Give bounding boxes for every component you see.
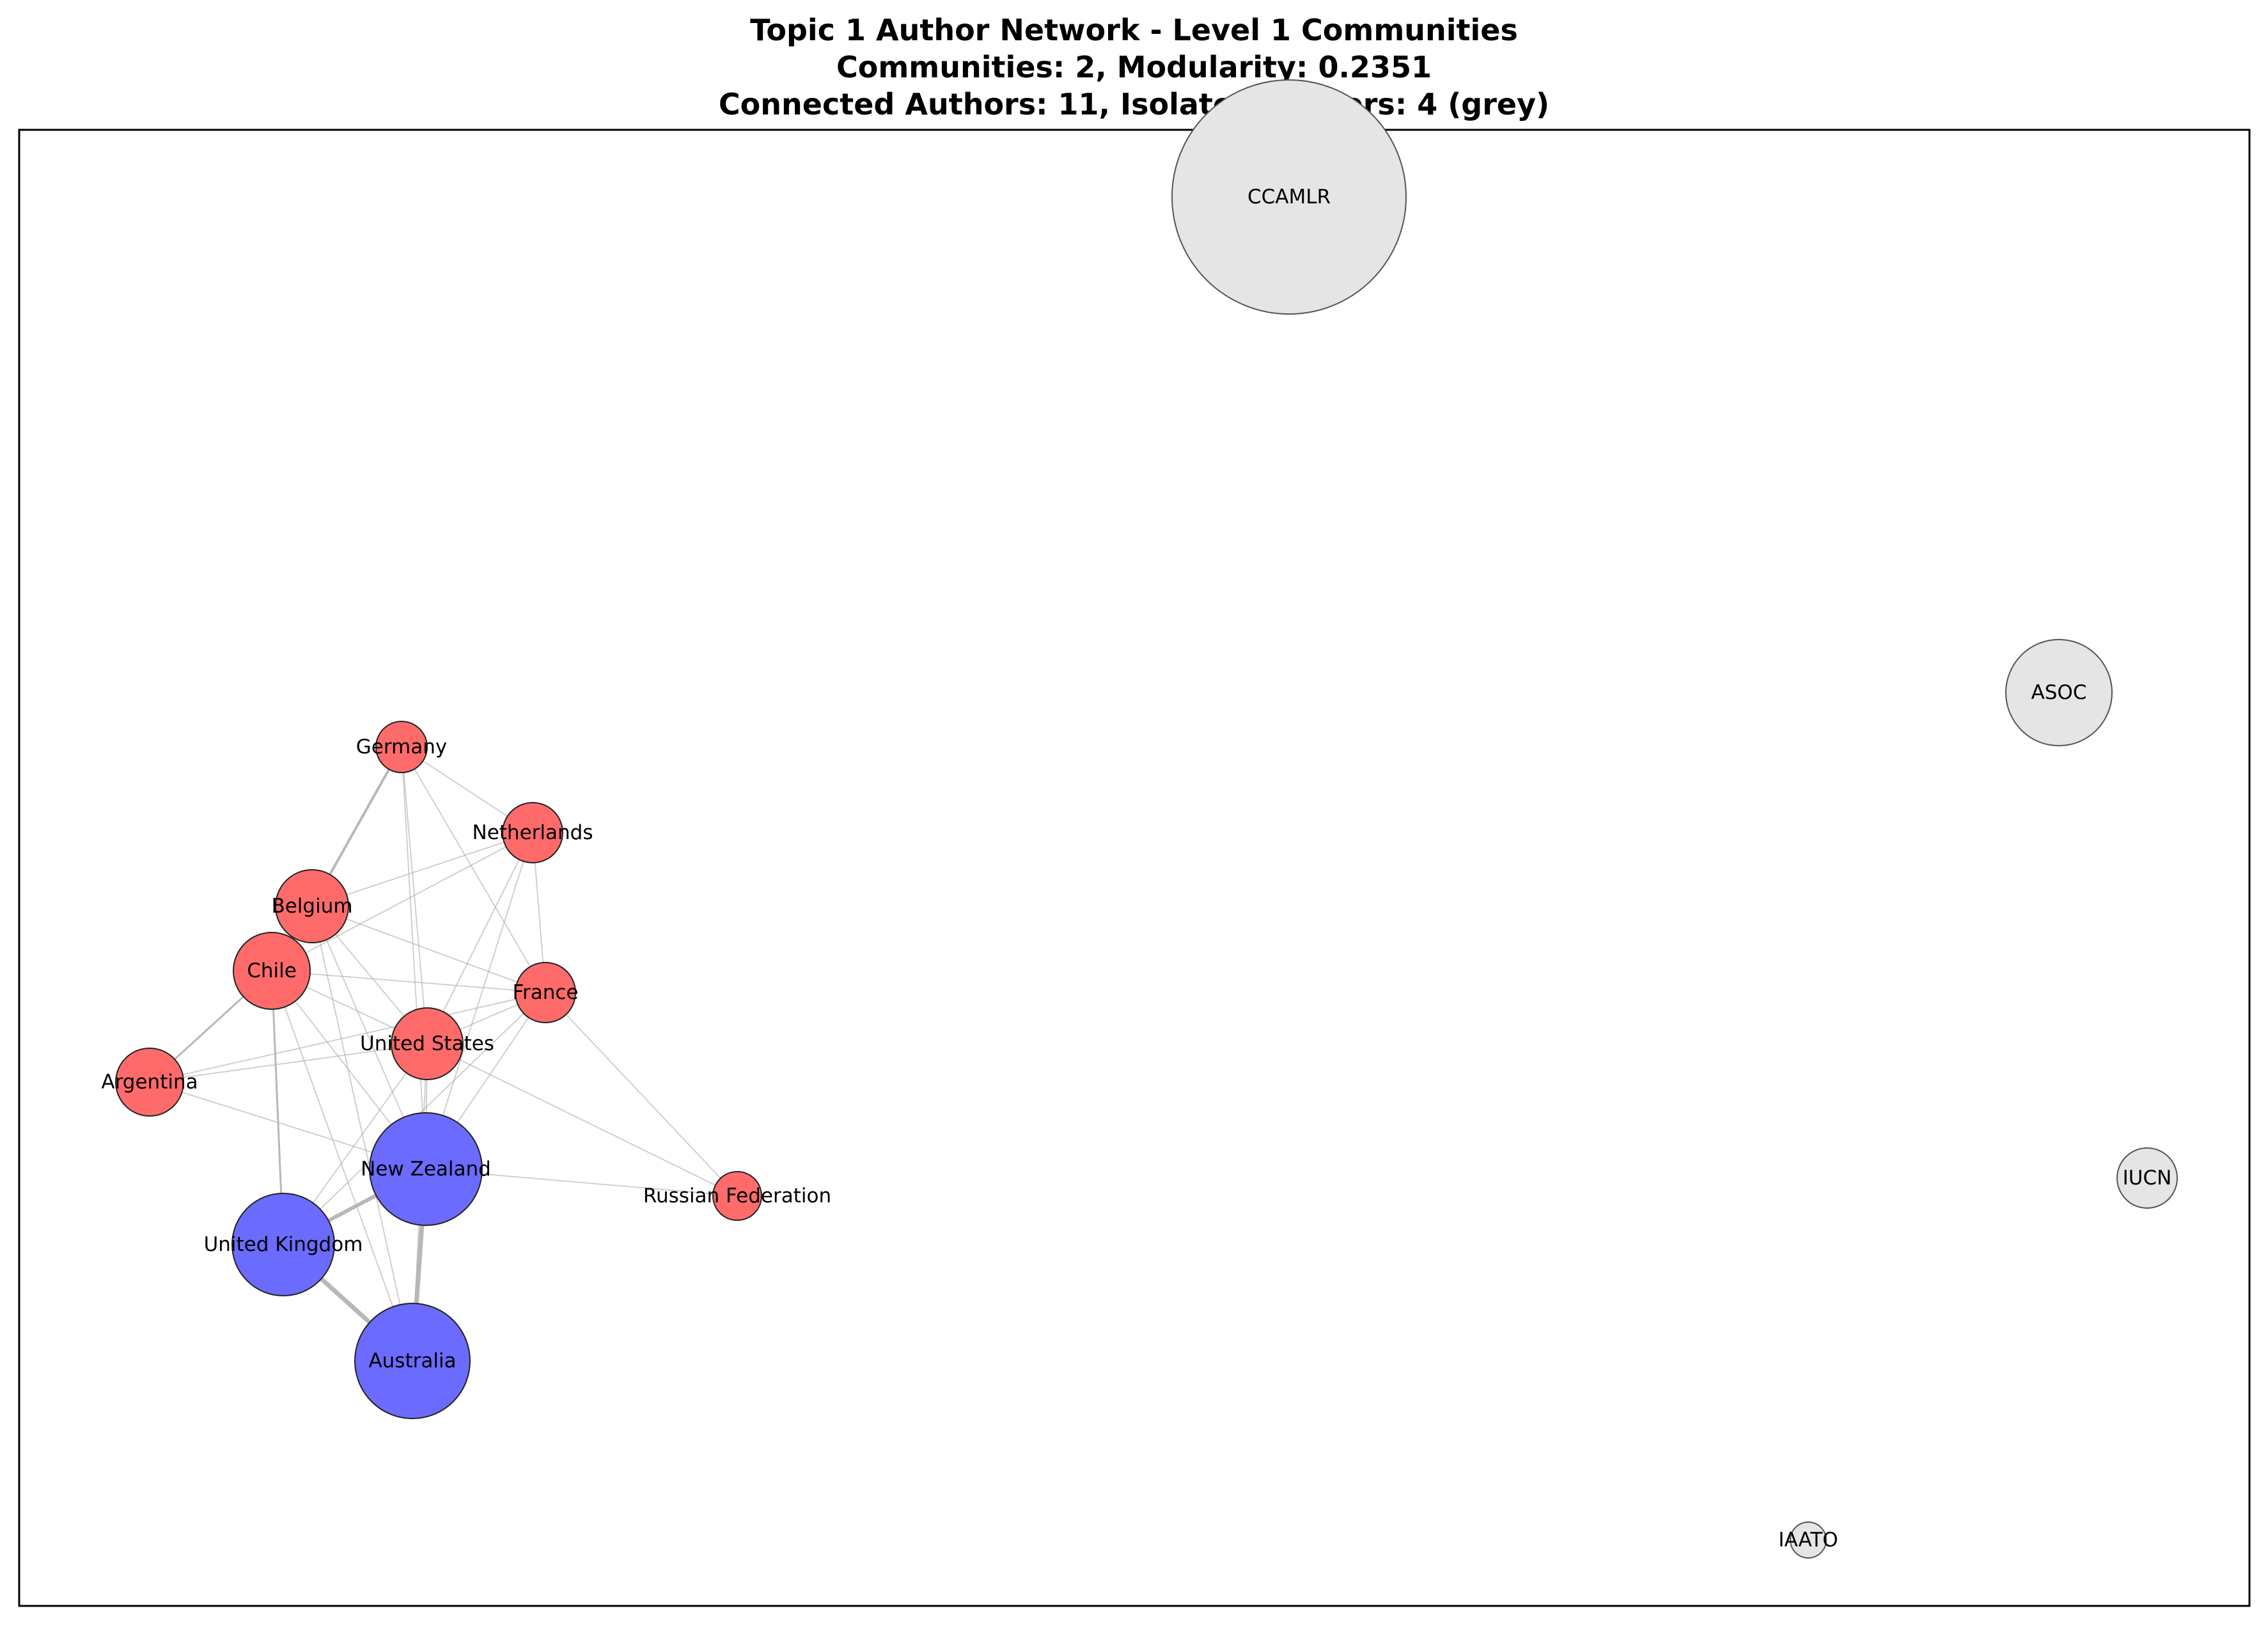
node-australia: Australia — [354, 1303, 471, 1419]
node-iaato: IAATO — [1778, 1521, 1838, 1559]
node-asoc: ASOC — [2005, 639, 2113, 746]
plot-frame — [18, 129, 2251, 1607]
node-russian-federation: Russian Federation — [643, 1171, 831, 1221]
node-label-iucn: IUCN — [2123, 1167, 2172, 1190]
node-circle-argentina — [115, 1048, 184, 1117]
edge-germany-france — [401, 746, 546, 993]
node-label-iaato: IAATO — [1778, 1529, 1838, 1552]
node-circle-germany — [375, 721, 428, 773]
nodes-layer: Germany Netherlands Belgium Chile France Unit… — [101, 79, 2178, 1559]
edge-chile-france — [271, 970, 546, 993]
node-label-netherlands: Netherlands — [473, 821, 593, 844]
edge-united-states-argentina — [149, 1043, 428, 1083]
node-france: France — [512, 962, 579, 1023]
node-circle-netherlands — [502, 802, 563, 863]
node-circle-france — [515, 962, 576, 1023]
node-belgium: Belgium — [271, 869, 353, 943]
edge-united-states-russian-federation — [426, 1043, 738, 1197]
edge-netherlands-united-states — [426, 832, 533, 1044]
node-circle-united-kingdom — [231, 1193, 335, 1296]
edge-chile-australia — [271, 970, 413, 1362]
title-line-3: Connected Authors: 11, Isolated Authors:… — [718, 87, 1550, 122]
node-label-germany: Germany — [356, 735, 447, 758]
node-label-ccamlr: CCAMLR — [1247, 185, 1331, 208]
node-circle-australia — [354, 1303, 471, 1419]
edge-netherlands-new-zealand — [425, 832, 533, 1170]
edge-netherlands-belgium — [311, 832, 533, 907]
node-ccamlr: CCAMLR — [1171, 79, 1407, 315]
node-circle-chile — [233, 932, 311, 1010]
node-united-kingdom: United Kingdom — [204, 1193, 363, 1296]
node-circle-new-zealand — [369, 1112, 483, 1226]
node-label-australia: Australia — [368, 1349, 456, 1372]
node-argentina: Argentina — [101, 1048, 198, 1117]
node-circle-asoc — [2005, 639, 2113, 746]
edge-france-russian-federation — [545, 992, 738, 1197]
node-new-zealand: New Zealand — [361, 1112, 491, 1226]
node-label-new-zealand: New Zealand — [361, 1158, 491, 1181]
node-label-united-states: United States — [360, 1032, 494, 1055]
node-circle-iucn — [2116, 1147, 2178, 1209]
edge-belgium-france — [311, 906, 546, 993]
node-label-united-kingdom: United Kingdom — [204, 1233, 363, 1256]
node-circle-belgium — [275, 869, 349, 943]
title-line-1: Topic 1 Author Network - Level 1 Communi… — [750, 13, 1518, 47]
node-united-states: United States — [360, 1007, 494, 1080]
chart-title: Topic 1 Author Network - Level 1 Communi… — [0, 12, 2268, 123]
node-label-chile: Chile — [247, 959, 297, 982]
node-label-russian-federation: Russian Federation — [643, 1184, 831, 1207]
node-label-belgium: Belgium — [271, 895, 352, 918]
node-circle-iaato — [1790, 1521, 1827, 1559]
node-label-france: France — [512, 981, 578, 1004]
node-germany: Germany — [356, 721, 447, 773]
title-line-2: Communities: 2, Modularity: 0.2351 — [836, 50, 1432, 84]
node-label-asoc: ASOC — [2031, 681, 2087, 704]
node-circle-russian-federation — [712, 1171, 762, 1221]
node-label-argentina: Argentina — [101, 1071, 198, 1094]
node-chile: Chile — [233, 932, 311, 1010]
node-netherlands: Netherlands — [473, 802, 593, 863]
node-circle-united-states — [391, 1007, 464, 1080]
node-iucn: IUCN — [2116, 1147, 2178, 1209]
edge-france-argentina — [149, 992, 546, 1083]
edge-germany-new-zealand — [401, 746, 426, 1170]
node-circle-ccamlr — [1171, 79, 1407, 315]
edge-netherlands-chile — [271, 832, 533, 971]
